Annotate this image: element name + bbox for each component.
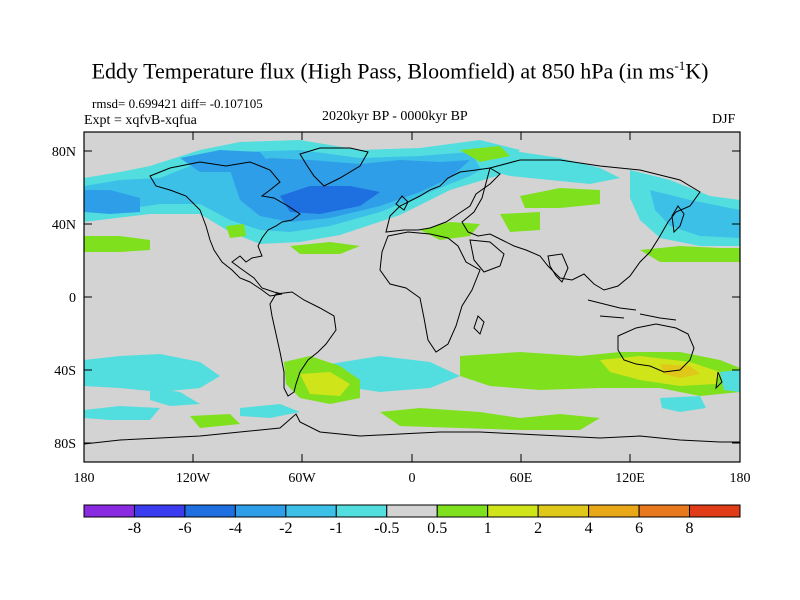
lat-label: 40S <box>54 364 76 379</box>
colorbar-swatch <box>335 504 388 518</box>
arctic-green <box>460 146 510 162</box>
lon-label: 120E <box>615 471 645 486</box>
aus-orange <box>660 364 700 378</box>
colorbar-label: 4 <box>584 520 593 537</box>
colorbar-label: -8 <box>127 520 142 537</box>
lon-label: 180 <box>74 471 95 486</box>
colorbar-swatch <box>184 504 236 518</box>
pac-green-east <box>640 246 740 262</box>
spac-cyan <box>84 354 220 392</box>
colorbar-swatch <box>285 504 337 518</box>
experiment-label: Expt = xqfvB-xqfua <box>84 113 197 128</box>
colorbar-swatch <box>83 504 135 518</box>
australia-coast <box>617 323 695 373</box>
spac-east-cyan <box>720 370 740 392</box>
lon-label: 180 <box>730 471 751 486</box>
field-shading <box>84 140 740 430</box>
colorbar-label: 8 <box>685 520 694 537</box>
asia-coast <box>461 159 701 291</box>
colorbar-swatch <box>436 504 489 518</box>
colorbar-swatch <box>386 504 438 518</box>
coastlines <box>84 147 740 445</box>
colorbar-swatch <box>588 504 640 518</box>
s60-cyan <box>84 406 160 420</box>
colorbar-label: -1 <box>329 520 343 537</box>
greenland-coast <box>299 147 369 187</box>
na-dark-blue <box>280 186 380 214</box>
colorbar-label: 6 <box>635 520 644 537</box>
lat-label: 0 <box>69 291 76 306</box>
colorbar-swatch <box>133 504 186 518</box>
colorbar-swatch <box>689 504 741 518</box>
colorbar-label: -2 <box>279 520 293 537</box>
uk-coast <box>395 195 409 211</box>
satl-cyan <box>330 356 460 392</box>
lat-label: 80N <box>52 145 76 160</box>
japan-coast <box>671 205 685 234</box>
canada-green <box>226 224 246 238</box>
south-america-coast <box>269 291 337 397</box>
eurasia-cyan <box>470 150 620 184</box>
colorbar-swatch <box>537 504 590 518</box>
s60-green <box>380 408 600 430</box>
colorbar-label: 0.5 <box>427 520 448 537</box>
north-america-coast <box>149 161 301 297</box>
asia-green <box>520 188 600 208</box>
rmsd-stat: rmsd= 0.699421 diff= -0.107105 <box>92 96 263 111</box>
na-green-south <box>84 236 150 252</box>
colorbar-label: -4 <box>228 520 243 537</box>
colorbar-swatch <box>638 504 691 518</box>
s60-cyan-2 <box>240 404 300 418</box>
colorbar-swatch <box>487 504 539 518</box>
lon-label: 60E <box>510 471 533 486</box>
africa-coast <box>379 231 481 353</box>
madagascar-coast <box>473 315 485 335</box>
colorbar-label: -6 <box>178 520 192 537</box>
season-label: DJF <box>712 112 736 127</box>
newzealand-coast <box>715 371 723 390</box>
india-coast <box>547 253 569 283</box>
npac-mid <box>650 190 740 238</box>
indonesia-coast <box>587 299 677 321</box>
colorbar-label: -0.5 <box>374 520 400 537</box>
antarctica-coast <box>84 413 740 445</box>
s60-green-2 <box>190 414 240 428</box>
lat-label: 40N <box>52 218 76 233</box>
lon-label: 60W <box>288 471 316 486</box>
axis-ticks <box>83 132 741 462</box>
satl-yellow <box>300 372 350 396</box>
atl-green <box>290 242 360 254</box>
period-label: 2020kyr BP - 0000kyr BP <box>322 109 468 124</box>
npac-west-blue <box>84 190 140 214</box>
colorbar-label: 1 <box>483 520 492 537</box>
na-north-blue <box>180 150 270 172</box>
spac-cyan-2 <box>150 388 200 406</box>
lon-label: 120W <box>176 471 211 486</box>
colorbar-swatch <box>234 504 287 518</box>
colorbar <box>83 504 741 518</box>
plot-title: Eddy Temperature flux (High Pass, Bloomf… <box>91 58 709 84</box>
aus-yellow <box>600 356 720 386</box>
lat-label: 80S <box>54 437 76 452</box>
arabia-coast <box>469 239 505 273</box>
lon-label: 0 <box>409 471 416 486</box>
colorbar-label: 2 <box>534 520 543 537</box>
s60-cyan-3 <box>660 396 706 412</box>
asia-green-2 <box>500 212 540 232</box>
